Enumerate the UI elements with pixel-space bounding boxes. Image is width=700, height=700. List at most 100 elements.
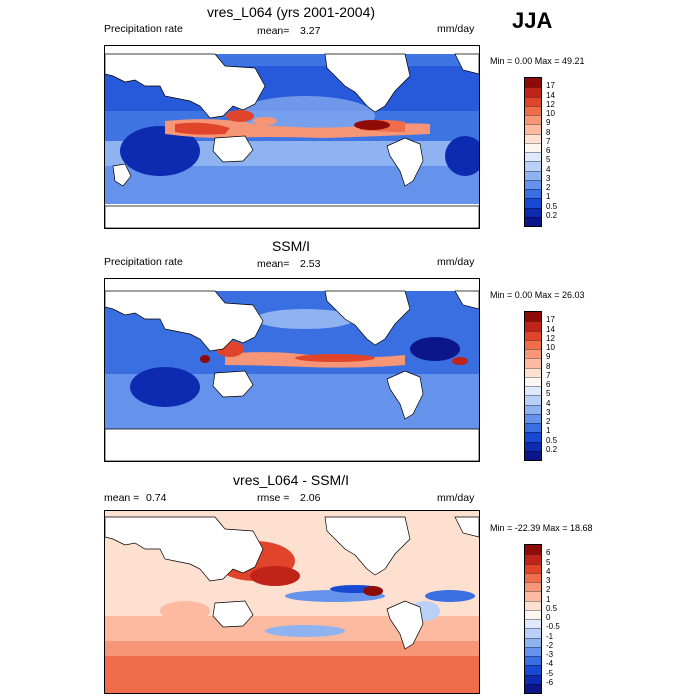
colorbar-swatches	[525, 545, 541, 693]
colorbar-swatch	[525, 105, 541, 115]
colorbar-swatches	[525, 312, 541, 460]
colorbar-tick-label: 4	[546, 164, 551, 174]
colorbar-swatch	[525, 386, 541, 396]
colorbar-swatch	[525, 330, 541, 340]
colorbar-swatch	[525, 321, 541, 331]
colorbar-swatch	[525, 450, 541, 460]
colorbar-tick-label: 0	[546, 613, 551, 622]
variable-label: Precipitation rate	[104, 23, 183, 35]
mean-label: mean=	[257, 25, 290, 37]
colorbar-tick-label: 2	[546, 183, 551, 192]
colorbar-swatch	[525, 189, 541, 199]
colorbar-swatch	[525, 216, 541, 226]
colorbar-tick-label: 8	[546, 127, 551, 137]
colorbar-tick-label: 6	[546, 146, 551, 155]
colorbar-tick-label: 7	[546, 370, 551, 380]
colorbar-tick-label: -4	[546, 659, 554, 669]
colorbar-tick-label: 1	[546, 426, 551, 436]
colorbar	[524, 311, 542, 461]
colorbar-swatch	[525, 339, 541, 349]
colorbar-swatch	[525, 656, 541, 666]
colorbar-tick-label: 14	[546, 324, 555, 334]
colorbar-swatch	[525, 78, 541, 88]
colorbar-swatch	[525, 124, 541, 134]
colorbar-tick-label: 0.5	[546, 603, 558, 613]
mean-label: mean=	[257, 258, 290, 270]
colorbar-tick-label: -2	[546, 640, 554, 650]
colorbar-swatch	[525, 582, 541, 592]
difference-map	[104, 510, 480, 694]
colorbar-tick-label: 6	[546, 548, 551, 558]
precip-map	[104, 45, 480, 229]
colorbar-tick-label: 5	[546, 557, 551, 567]
colorbar-tick-label: 3	[546, 576, 551, 585]
colorbar-tick-label: 17	[546, 315, 555, 325]
colorbar-swatch	[525, 572, 541, 582]
difference-field	[105, 511, 479, 693]
colorbar-tick-label: -6	[546, 677, 554, 687]
mean-value: 3.27	[300, 25, 321, 37]
colorbar-swatch	[525, 554, 541, 564]
colorbar-swatch	[525, 441, 541, 451]
colorbar-swatch	[525, 665, 541, 675]
panel-title: vres_L064 (yrs 2001-2004)	[206, 4, 376, 20]
panel-title: vres_L064 - SSM/I	[233, 472, 349, 488]
colorbar-swatch	[525, 367, 541, 377]
colorbar-tick-label: 12	[546, 333, 555, 343]
colorbar-swatch	[525, 349, 541, 359]
colorbar-tick-label: 8	[546, 361, 551, 371]
colorbar-tick-label: 17	[546, 81, 555, 91]
colorbar-swatch	[525, 628, 541, 638]
colorbar-tick-label: 2	[546, 417, 551, 426]
colorbar-swatch	[525, 600, 541, 610]
colorbar-swatch	[525, 96, 541, 106]
colorbar-tick-label: 9	[546, 352, 551, 362]
colorbar-tick-label: -5	[546, 668, 554, 678]
precip-map	[104, 278, 480, 462]
colorbar-swatch	[525, 646, 541, 656]
colorbar-swatch	[525, 133, 541, 143]
colorbar-tick-label: 0.2	[546, 210, 558, 220]
colorbar-swatch	[525, 152, 541, 162]
min-max-label: Min = 0.00 Max = 26.03	[490, 290, 585, 300]
colorbar-swatch	[525, 683, 541, 693]
colorbar-tick-label: 1	[546, 594, 551, 604]
colorbar-swatch	[525, 619, 541, 629]
colorbar	[524, 77, 542, 227]
mean-value: 0.74	[146, 492, 167, 504]
colorbar-tick-label: -0.5	[546, 622, 560, 632]
colorbar-swatch	[525, 432, 541, 442]
colorbar-swatch	[525, 413, 541, 423]
colorbar-swatch	[525, 395, 541, 405]
colorbar-swatch	[525, 591, 541, 601]
colorbar-tick-label: 9	[546, 118, 551, 128]
rmse-label: rmse =	[257, 492, 290, 504]
colorbar-swatch	[525, 170, 541, 180]
colorbar-tick-label: -3	[546, 650, 554, 659]
colorbar-tick-label: 0.5	[546, 201, 558, 211]
colorbar-swatch	[525, 404, 541, 414]
colorbar-tick-label: 4	[546, 398, 551, 408]
colorbar-swatch	[525, 207, 541, 217]
colorbar-swatch	[525, 358, 541, 368]
colorbar-tick-label: 3	[546, 173, 551, 183]
mean-label: mean =	[104, 492, 140, 504]
panel-title: SSM/I	[271, 238, 311, 254]
rmse-value: 2.06	[300, 492, 321, 504]
mean-value: 2.53	[300, 258, 321, 270]
colorbar	[524, 544, 542, 694]
colorbar-tick-label: 6	[546, 380, 551, 389]
colorbar-tick-label: 1	[546, 192, 551, 202]
colorbar-swatch	[525, 142, 541, 152]
units-label: mm/day	[437, 23, 475, 35]
colorbar-swatch	[525, 312, 541, 322]
colorbar-swatches	[525, 78, 541, 226]
colorbar-tick-label: 10	[546, 343, 555, 352]
colorbar-swatch	[525, 609, 541, 619]
colorbar-swatch	[525, 161, 541, 171]
colorbar-swatch	[525, 115, 541, 125]
colorbar-swatch	[525, 376, 541, 386]
min-max-label: Min = 0.00 Max = 49.21	[490, 56, 585, 66]
colorbar-swatch	[525, 637, 541, 647]
colorbar-swatch	[525, 545, 541, 555]
